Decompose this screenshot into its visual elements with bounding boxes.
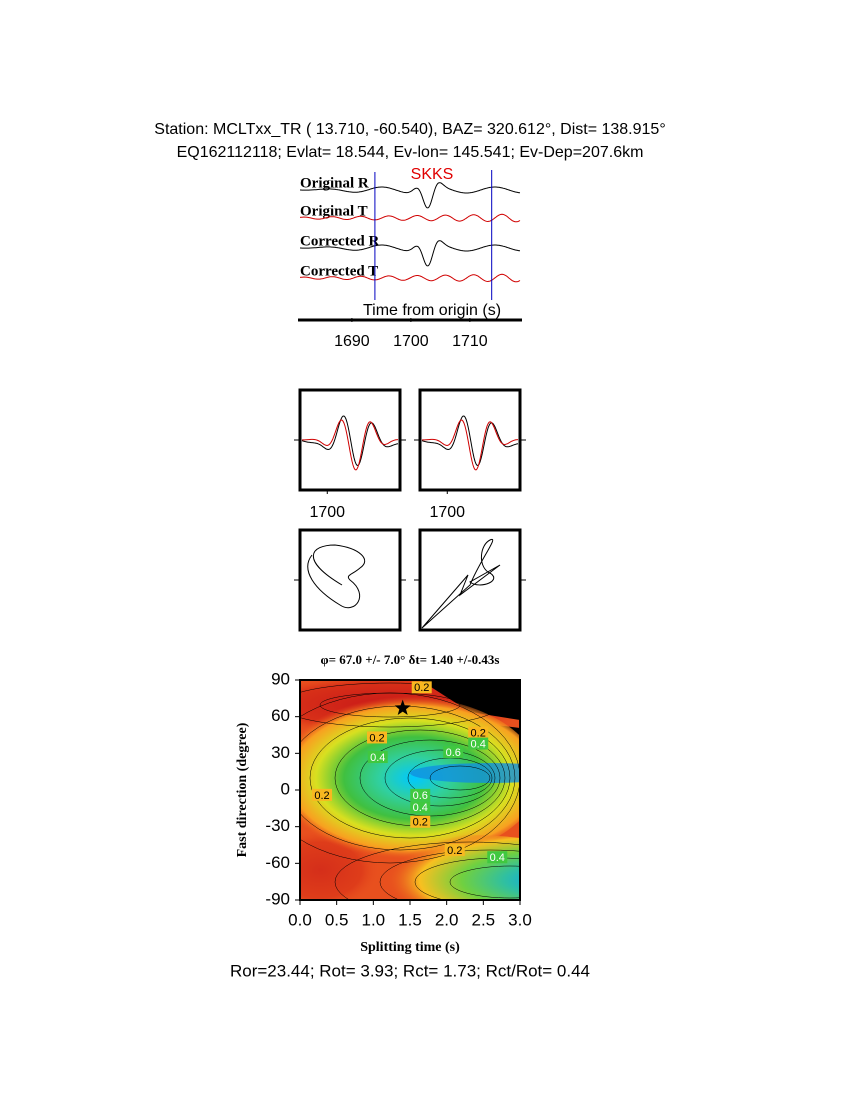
waveform [299,273,521,283]
waveform [421,415,519,467]
x-tick-label: 1700 [393,333,429,350]
waveform [300,182,521,209]
event-line: EQ162112118; Evlat= 18.544, Ev-lon= 145.… [177,144,644,161]
y-tick-label: 30 [271,743,290,762]
contour-label-box [367,731,387,744]
contour-label-box [411,681,432,694]
x-tick-label: 1.5 [398,910,422,929]
contour-label: 0.2 [414,682,429,694]
x-tick-label: 1710 [452,333,488,350]
contour-label-box [410,788,431,801]
x-tick-label: 2.0 [435,910,459,929]
y-tick-label: -30 [265,816,290,835]
misfit-field [300,680,520,900]
contour-label-box [312,788,332,801]
contour-label: 0.4 [490,852,505,864]
contour-label: 0.4 [413,802,428,814]
x-axis-label: Splitting time (s) [360,940,460,955]
y-tick-label: 60 [271,706,290,725]
contour-label: 0.6 [413,790,428,802]
trace-label: Corrected T [300,263,378,279]
grid-title: φ= 67.0 +/- 7.0° δt= 1.40 +/-0.43s [321,652,500,667]
trace-label: Corrected R [300,233,379,249]
particle-motion [421,538,501,629]
contour-label: 0.4 [471,738,486,750]
particle-motion [307,544,366,609]
y-tick-label: -90 [265,889,290,908]
contour-label-box [468,737,489,750]
trace-label: Original T [300,203,368,219]
contour-label: 0.6 [446,747,461,759]
panel-frame [418,528,522,632]
waveform [300,240,521,267]
waveform [299,213,521,223]
phase-label: SKKS [411,166,454,183]
contour-label-box [367,751,388,763]
contour-label: 0.2 [471,727,486,739]
y-tick-label: 90 [271,669,290,688]
waveform [421,419,519,471]
contour-label-box [443,746,464,759]
contour-label-box [444,843,465,856]
x-tick-label: 2.5 [472,910,496,929]
trace-label: Original R [300,175,369,191]
x-tick-label: 1.0 [362,910,386,929]
x-tick-label: 0.5 [325,910,349,929]
x-tick-label: 1700 [429,504,465,521]
contour-label: 0.2 [413,817,428,829]
contour-label: 0.2 [314,790,329,802]
contour-label-box [410,815,431,828]
contour-label-box [487,851,508,864]
contour-label-box [410,801,431,814]
x-axis-label: Time from origin (s) [363,302,501,319]
x-tick-label: 3.0 [508,910,532,929]
contour-label: 0.2 [447,845,462,857]
waveform [301,419,399,471]
contour-label: 0.4 [370,752,385,764]
y-axis-label: Fast direction (degree) [235,722,250,857]
footer: Ror=23.44; Rot= 3.93; Rct= 1.73; Rct/Rot… [230,961,590,980]
best-fit-star [394,699,411,715]
waveform [301,415,399,467]
y-tick-label: 0 [281,779,290,798]
contour-label: 0.2 [369,732,384,744]
x-tick-label: 1690 [334,333,370,350]
contour-label-box [468,726,489,739]
station-line: Station: MCLTxx_TR ( 13.710, -60.540), B… [154,121,665,138]
y-tick-label: -60 [265,853,290,872]
x-tick-label: 0.0 [288,910,312,929]
x-tick-label: 1700 [309,504,345,521]
